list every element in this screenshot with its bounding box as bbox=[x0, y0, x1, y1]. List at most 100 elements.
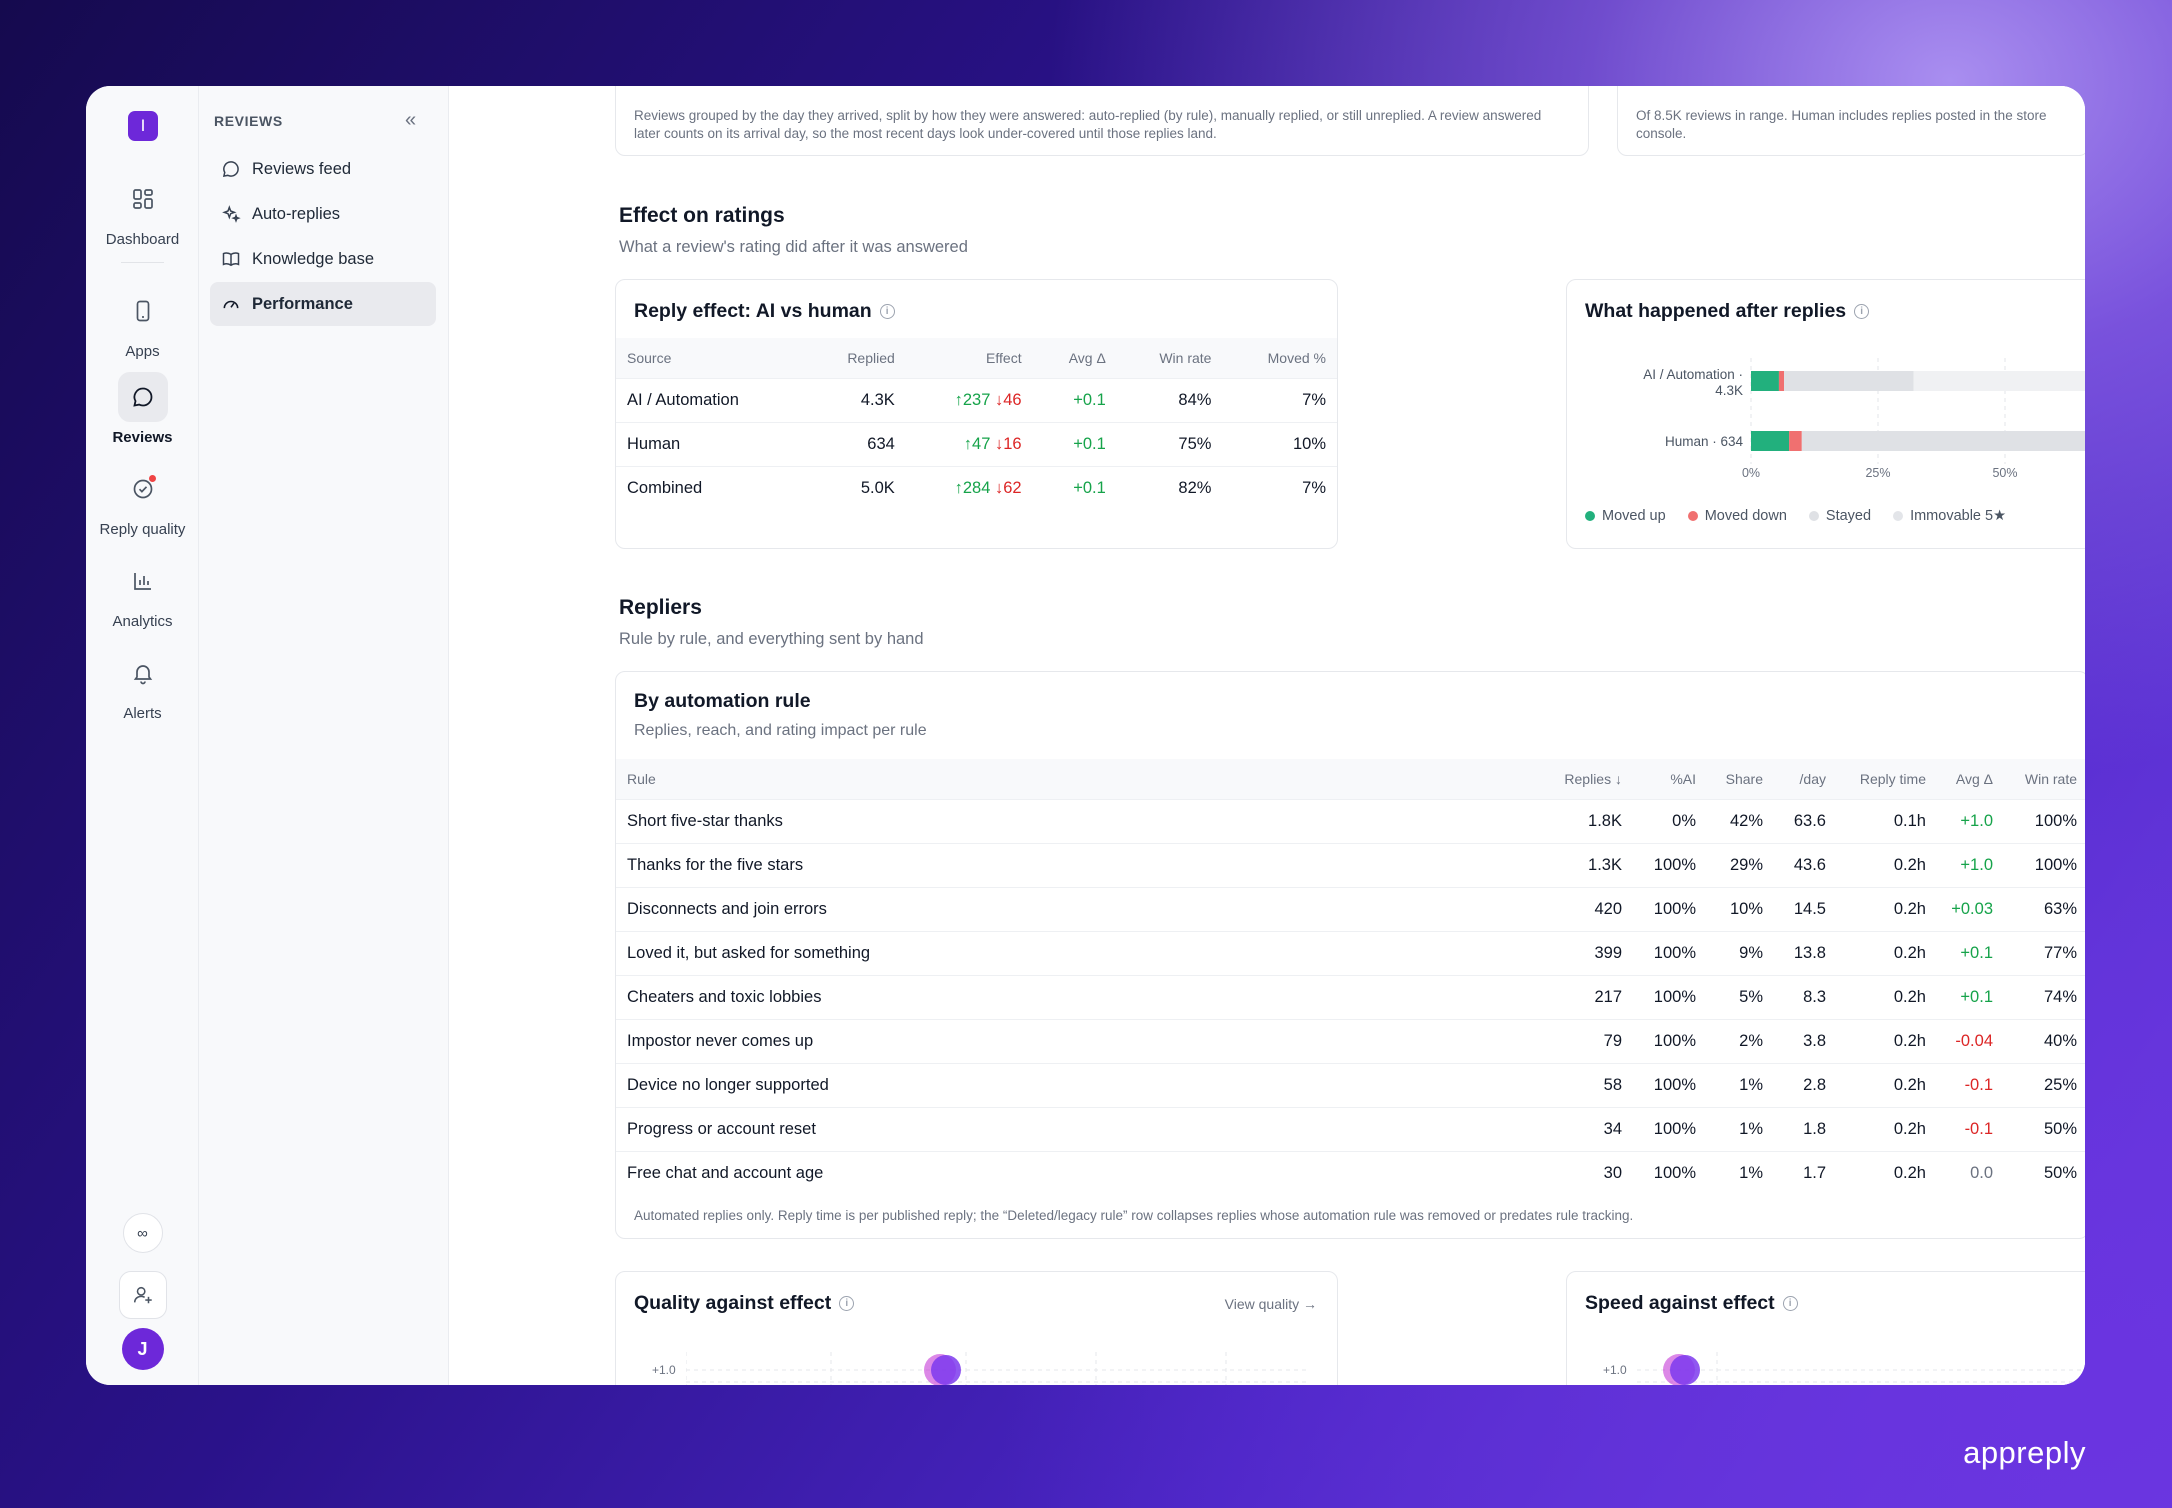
col-source: Source bbox=[616, 338, 807, 378]
avg-delta-cell: +0.1 bbox=[1032, 421, 1117, 466]
table-row[interactable]: Short five-star thanks 1.8K 0% 42% 63.6 0.1h +… bbox=[616, 798, 2085, 843]
bar-segment-moved-up[interactable] bbox=[1751, 371, 1779, 391]
info-icon[interactable]: i bbox=[1782, 1296, 1798, 1311]
bar-segment-moved-up[interactable] bbox=[1751, 431, 1790, 451]
rail-analytics[interactable]: Analytics bbox=[86, 556, 199, 630]
rule-cell: Free chat and account age bbox=[616, 1150, 1547, 1195]
ai-cell: 100% bbox=[1633, 842, 1707, 887]
automation-footnote: Automated replies only. Reply time is pe… bbox=[634, 1208, 1634, 1223]
table-row[interactable]: Cheaters and toxic lobbies 217 100% 5% 8.3 0.… bbox=[616, 974, 2085, 1019]
reply-time-cell: 0.2h bbox=[1837, 842, 1937, 887]
rail-dashboard-label: Dashboard bbox=[105, 231, 180, 248]
effect-cell: ↑47 ↓16 bbox=[905, 421, 1033, 466]
y-axis-label: +1.0 bbox=[1603, 1363, 1627, 1377]
rail-reply-quality-label: Reply quality bbox=[99, 521, 186, 538]
table-row[interactable]: Free chat and account age 30 100% 1% 1.7 0.2h… bbox=[616, 1150, 2085, 1195]
quality-effect-card: Quality against effect i View quality → … bbox=[615, 1271, 1338, 1385]
table-row[interactable]: Thanks for the five stars 1.3K 100% 29% 43.6… bbox=[616, 842, 2085, 887]
bar-segment-immovable-5[interactable] bbox=[1913, 371, 2085, 391]
speed-scatter bbox=[1637, 1352, 2085, 1385]
per-day-cell: 14.5 bbox=[1774, 886, 1837, 931]
automation-rule-card: By automation rule Replies, reach, and r… bbox=[615, 671, 2085, 1239]
sidebar-item-performance[interactable]: Performance bbox=[210, 282, 436, 326]
reply-time-cell: 0.2h bbox=[1837, 1018, 1937, 1063]
brand-wordmark: appreply bbox=[1963, 1435, 2086, 1470]
per-day-cell: 2.8 bbox=[1774, 1062, 1837, 1107]
sidebar-item-knowledge-base[interactable]: Knowledge base bbox=[210, 237, 436, 281]
scatter-point[interactable] bbox=[1670, 1355, 1700, 1385]
table-row[interactable]: Impostor never comes up 79 100% 2% 3.8 0.2h -0… bbox=[616, 1018, 2085, 1063]
legend-stayed: Stayed bbox=[1808, 508, 1872, 524]
gauge-icon bbox=[223, 300, 239, 309]
per-day-cell: 43.6 bbox=[1774, 842, 1837, 887]
rail-reviews[interactable]: Reviews bbox=[86, 372, 199, 446]
legend-swatch bbox=[1808, 511, 1819, 521]
automation-title: By automation rule bbox=[634, 690, 811, 712]
moved-cell: 7% bbox=[1222, 377, 1337, 422]
rail-account[interactable]: J bbox=[86, 1328, 199, 1370]
ai-cell: 0% bbox=[1633, 798, 1707, 843]
table-row[interactable]: Loved it, but asked for something 399 100%… bbox=[616, 930, 2085, 975]
legend-swatch bbox=[1893, 511, 1904, 521]
rail-dashboard[interactable]: Dashboard bbox=[86, 174, 199, 248]
rail-invite[interactable] bbox=[86, 1271, 199, 1319]
win-rate-cell: 63% bbox=[2004, 886, 2085, 931]
win-rate-cell: 75% bbox=[1116, 421, 1223, 466]
rail-infinity[interactable]: ∞ bbox=[86, 1213, 199, 1253]
sidebar-item-auto-replies[interactable]: Auto-replies bbox=[210, 192, 436, 236]
bar-segment-moved-down[interactable] bbox=[1789, 431, 1802, 451]
after-replies-card: What happened after replies i 0% 25% 50% 75… bbox=[1566, 279, 2085, 549]
sidebar-item-reviews-feed[interactable]: Reviews feed bbox=[210, 147, 436, 191]
reply-time-cell: 0.2h bbox=[1837, 1062, 1937, 1107]
replies-cell: 217 bbox=[1547, 974, 1633, 1019]
avg-delta-cell: +0.1 bbox=[1032, 377, 1117, 422]
ai-cell: 100% bbox=[1633, 1106, 1707, 1151]
badge-check-icon bbox=[118, 464, 168, 514]
rail-reviews-label: Reviews bbox=[112, 429, 173, 446]
avg-delta-cell: -0.1 bbox=[1937, 1106, 2004, 1151]
effect-down: ↓46 bbox=[994, 390, 1022, 409]
moved-cell: 10% bbox=[1222, 421, 1337, 466]
table-header-row: Rule Replies ↓ %AI Share /day Reply time… bbox=[616, 759, 2085, 799]
share-cell: 10% bbox=[1707, 886, 1774, 931]
rail-alerts[interactable]: Alerts bbox=[86, 648, 199, 722]
replies-cell: 399 bbox=[1547, 930, 1633, 975]
col-replies-sort[interactable]: Replies ↓ bbox=[1547, 759, 1633, 799]
info-icon[interactable]: i bbox=[839, 1296, 855, 1311]
replier-mix-note: Of 8.5K reviews in range. Human includes… bbox=[1636, 108, 2047, 141]
reply-time-cell: 0.2h bbox=[1837, 974, 1937, 1019]
bar-segment-moved-down[interactable] bbox=[1778, 371, 1785, 391]
category-label: AI / Automation · bbox=[1643, 367, 1743, 382]
effect-up: ↑47 bbox=[963, 434, 991, 453]
chat-icon bbox=[222, 161, 239, 178]
rail-reply-quality[interactable]: Reply quality bbox=[86, 464, 199, 538]
legend-label: Stayed bbox=[1825, 508, 1872, 524]
info-icon[interactable]: i bbox=[879, 304, 895, 319]
table-row[interactable]: Disconnects and join errors 420 100% 10% 14.… bbox=[616, 886, 2085, 931]
avg-delta-cell: -0.04 bbox=[1937, 1018, 2004, 1063]
col-moved: Moved % bbox=[1222, 338, 1337, 378]
avg-delta-cell: -0.1 bbox=[1937, 1062, 2004, 1107]
view-quality-link[interactable]: View quality → bbox=[1224, 1296, 1317, 1312]
info-icon[interactable]: i bbox=[1854, 304, 1870, 319]
avg-delta-cell: +1.0 bbox=[1937, 798, 2004, 843]
rail-apps[interactable]: Apps bbox=[86, 286, 199, 360]
share-cell: 29% bbox=[1707, 842, 1774, 887]
table-row[interactable]: Progress or account reset 34 100% 1% 1.8 0.2h… bbox=[616, 1106, 2085, 1151]
legend-swatch bbox=[1585, 511, 1595, 521]
bar-segment-stayed[interactable] bbox=[1801, 431, 2085, 451]
effect-up: ↑284 bbox=[954, 478, 991, 497]
reply-time-cell: 0.1h bbox=[1837, 798, 1937, 843]
speed-effect-card: Speed against effect i +1.0 bbox=[1566, 1271, 2085, 1385]
collapse-sidebar-icon[interactable]: « bbox=[405, 109, 417, 131]
scatter-point[interactable] bbox=[931, 1355, 961, 1385]
table-row[interactable]: Device no longer supported 58 100% 1% 2.8 0.2… bbox=[616, 1062, 2085, 1107]
x-tick-label: 0% bbox=[1742, 466, 1760, 480]
win-rate-cell: 74% bbox=[2004, 974, 2085, 1019]
workspace-logo[interactable]: I bbox=[128, 111, 158, 141]
col-reply-time: Reply time bbox=[1837, 759, 1937, 799]
automation-table: Rule Replies ↓ %AI Share /day Reply time… bbox=[616, 759, 2085, 1195]
per-day-cell: 8.3 bbox=[1774, 974, 1837, 1019]
share-cell: 1% bbox=[1707, 1062, 1774, 1107]
bar-segment-stayed[interactable] bbox=[1784, 371, 1914, 391]
